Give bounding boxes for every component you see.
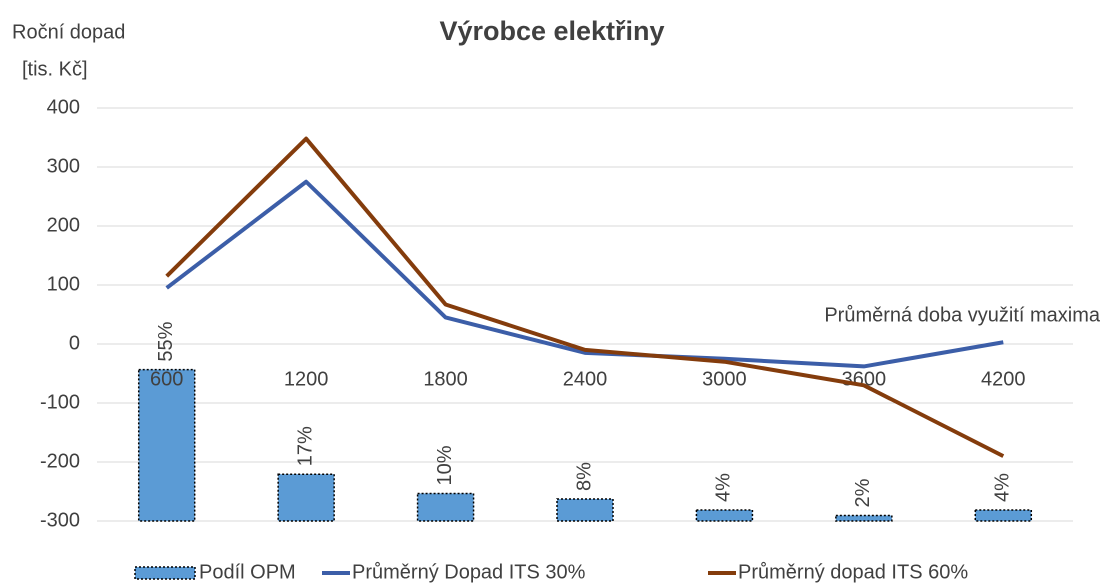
- data-label: 55%: [155, 321, 177, 361]
- y-tick-label: -100: [40, 391, 80, 413]
- chart-title: Výrobce elektřiny: [439, 16, 664, 46]
- x-tick-label: 1200: [284, 368, 329, 390]
- y-tick-label: 400: [47, 96, 80, 118]
- bar: [974, 509, 1033, 522]
- x-tick-label: 600: [150, 368, 183, 390]
- bar: [835, 514, 893, 522]
- bar: [277, 473, 335, 522]
- data-label: 8%: [573, 462, 595, 491]
- y-tick-label: 200: [47, 214, 80, 236]
- y-tick-label: -300: [40, 509, 80, 531]
- y-tick-label: 300: [47, 155, 80, 177]
- y-tick-label: 0: [69, 332, 80, 354]
- data-label: 17%: [294, 426, 316, 466]
- data-label: 2%: [852, 478, 874, 507]
- line: [165, 179, 1004, 369]
- line: [165, 136, 1005, 458]
- legend-label: Podíl OPM: [199, 561, 296, 583]
- data-label: 10%: [434, 445, 456, 485]
- data-label: 4%: [713, 473, 735, 502]
- y-tick-label: -200: [40, 450, 80, 472]
- legend-label: Průměrný Dopad ITS 30%: [352, 561, 586, 583]
- y-tick-label: 100: [47, 273, 80, 295]
- bar: [416, 492, 475, 522]
- x-axis-label: Průměrná doba využití maxima: [824, 304, 1101, 326]
- legend-label: Průměrný dopad ITS 60%: [738, 561, 968, 583]
- x-tick-label: 1800: [423, 368, 468, 390]
- bar: [137, 368, 196, 522]
- y-axis-label: [tis. Kč]: [22, 58, 88, 80]
- legend-swatch: [134, 566, 196, 580]
- bar: [556, 498, 614, 522]
- y-axis-label: Roční dopad: [12, 21, 125, 43]
- data-label: 4%: [992, 473, 1014, 502]
- x-tick-label: 4200: [981, 368, 1026, 390]
- x-tick-label: 2400: [563, 368, 608, 390]
- bar: [695, 509, 754, 522]
- x-tick-label: 3000: [702, 368, 747, 390]
